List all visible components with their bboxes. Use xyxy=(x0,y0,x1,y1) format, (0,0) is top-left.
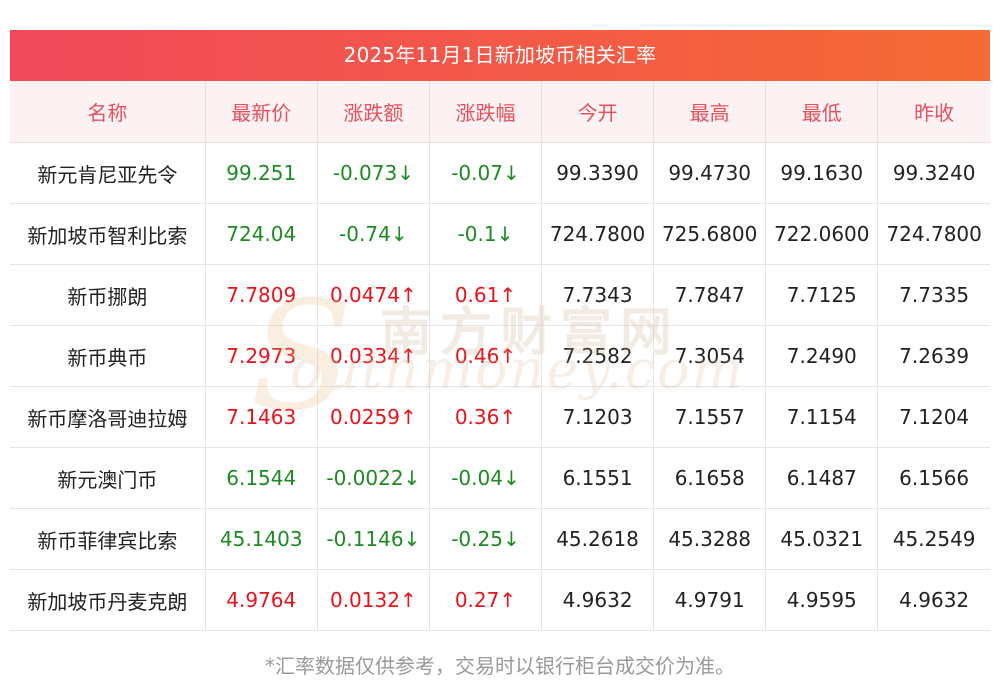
change-cell: -0.073↓ xyxy=(317,142,430,204)
prev-close-cell: 7.7335 xyxy=(877,264,990,326)
change-cell: 0.0132↑ xyxy=(317,569,430,631)
column-header-name: 名称 xyxy=(10,81,206,143)
prev-close-cell: 45.2549 xyxy=(877,508,990,570)
latest-price-cell: 7.1463 xyxy=(205,386,318,448)
low-cell: 7.1154 xyxy=(765,386,879,448)
pair-name-cell: 新元肯尼亚先令 xyxy=(10,142,206,204)
pair-name-cell: 新币挪朗 xyxy=(10,264,206,326)
low-cell: 6.1487 xyxy=(765,447,879,509)
column-header-change-pct: 涨跌幅 xyxy=(429,81,543,143)
table-row: 新币挪朗 7.7809 0.0474↑ 0.61↑ 7.7343 7.7847 7.7125… xyxy=(10,264,990,326)
low-cell: 722.0600 xyxy=(765,203,879,265)
latest-price-cell: 6.1544 xyxy=(205,447,318,509)
latest-price-cell: 7.2973 xyxy=(205,325,318,387)
high-cell: 99.4730 xyxy=(653,142,767,204)
prev-close-cell: 7.2639 xyxy=(877,325,990,387)
open-cell: 4.9632 xyxy=(541,569,655,631)
change-cell: -0.74↓ xyxy=(317,203,430,265)
change-pct-cell: 0.27↑ xyxy=(429,569,543,631)
pair-name-cell: 新币典币 xyxy=(10,325,206,387)
open-cell: 99.3390 xyxy=(541,142,655,204)
high-cell: 7.1557 xyxy=(653,386,767,448)
table-row: 新元肯尼亚先令 99.251 -0.073↓ -0.07↓ 99.3390 99.4730… xyxy=(10,142,990,204)
latest-price-cell: 4.9764 xyxy=(205,569,318,631)
pair-name-cell: 新加坡币丹麦克朗 xyxy=(10,569,206,631)
change-pct-cell: -0.07↓ xyxy=(429,142,543,204)
low-cell: 99.1630 xyxy=(765,142,879,204)
high-cell: 725.6800 xyxy=(653,203,767,265)
column-header-change: 涨跌额 xyxy=(317,81,430,143)
column-header-prev-close: 昨收 xyxy=(877,81,990,143)
table-row: 新加坡币智利比索 724.04 -0.74↓ -0.1↓ 724.7800 725.680… xyxy=(10,203,990,265)
table-row: 新币摩洛哥迪拉姆 7.1463 0.0259↑ 0.36↑ 7.1203 7.1557 7.… xyxy=(10,386,990,448)
prev-close-cell: 99.3240 xyxy=(877,142,990,204)
column-header-low: 最低 xyxy=(765,81,879,143)
change-pct-cell: 0.61↑ xyxy=(429,264,543,326)
change-cell: -0.0022↓ xyxy=(317,447,430,509)
pair-name-cell: 新元澳门币 xyxy=(10,447,206,509)
disclaimer-footnote: *汇率数据仅供参考，交易时以银行柜台成交价为准。 xyxy=(265,654,735,678)
low-cell: 7.7125 xyxy=(765,264,879,326)
open-cell: 6.1551 xyxy=(541,447,655,509)
table-title: 2025年11月1日新加坡币相关汇率 xyxy=(10,30,990,81)
change-pct-cell: 0.46↑ xyxy=(429,325,543,387)
prev-close-cell: 7.1204 xyxy=(877,386,990,448)
latest-price-cell: 45.1403 xyxy=(205,508,318,570)
high-cell: 6.1658 xyxy=(653,447,767,509)
column-header-high: 最高 xyxy=(653,81,767,143)
column-header-latest: 最新价 xyxy=(205,81,318,143)
open-cell: 7.7343 xyxy=(541,264,655,326)
low-cell: 7.2490 xyxy=(765,325,879,387)
low-cell: 45.0321 xyxy=(765,508,879,570)
change-cell: 0.0474↑ xyxy=(317,264,430,326)
column-header-open: 今开 xyxy=(541,81,655,143)
open-cell: 724.7800 xyxy=(541,203,655,265)
latest-price-cell: 99.251 xyxy=(205,142,318,204)
open-cell: 7.1203 xyxy=(541,386,655,448)
high-cell: 7.3054 xyxy=(653,325,767,387)
high-cell: 7.7847 xyxy=(653,264,767,326)
change-cell: 0.0259↑ xyxy=(317,386,430,448)
table-body: 新元肯尼亚先令 99.251 -0.073↓ -0.07↓ 99.3390 99.4730… xyxy=(10,142,990,631)
prev-close-cell: 6.1566 xyxy=(877,447,990,509)
change-pct-cell: -0.04↓ xyxy=(429,447,543,509)
table-row: 新币菲律宾比索 45.1403 -0.1146↓ -0.25↓ 45.2618 45.32… xyxy=(10,508,990,570)
low-cell: 4.9595 xyxy=(765,569,879,631)
prev-close-cell: 724.7800 xyxy=(877,203,990,265)
change-cell: -0.1146↓ xyxy=(317,508,430,570)
change-cell: 0.0334↑ xyxy=(317,325,430,387)
exchange-rate-table: 名称 最新价 涨跌额 涨跌幅 今开 最高 最低 昨收 新元肯尼亚先令 99.251… xyxy=(10,81,990,631)
latest-price-cell: 724.04 xyxy=(205,203,318,265)
pair-name-cell: 新币摩洛哥迪拉姆 xyxy=(10,386,206,448)
table-row: 新加坡币丹麦克朗 4.9764 0.0132↑ 0.27↑ 4.9632 4.9791 4.… xyxy=(10,569,990,631)
pair-name-cell: 新加坡币智利比索 xyxy=(10,203,206,265)
pair-name-cell: 新币菲律宾比索 xyxy=(10,508,206,570)
high-cell: 45.3288 xyxy=(653,508,767,570)
change-pct-cell: 0.36↑ xyxy=(429,386,543,448)
open-cell: 45.2618 xyxy=(541,508,655,570)
change-pct-cell: -0.25↓ xyxy=(429,508,543,570)
open-cell: 7.2582 xyxy=(541,325,655,387)
table-row: 新币典币 7.2973 0.0334↑ 0.46↑ 7.2582 7.3054 7.2490… xyxy=(10,325,990,387)
prev-close-cell: 4.9632 xyxy=(877,569,990,631)
latest-price-cell: 7.7809 xyxy=(205,264,318,326)
high-cell: 4.9791 xyxy=(653,569,767,631)
table-row: 新元澳门币 6.1544 -0.0022↓ -0.04↓ 6.1551 6.1658 6.1… xyxy=(10,447,990,509)
header-row: 名称 最新价 涨跌额 涨跌幅 今开 最高 最低 昨收 xyxy=(10,81,990,143)
change-pct-cell: -0.1↓ xyxy=(429,203,543,265)
